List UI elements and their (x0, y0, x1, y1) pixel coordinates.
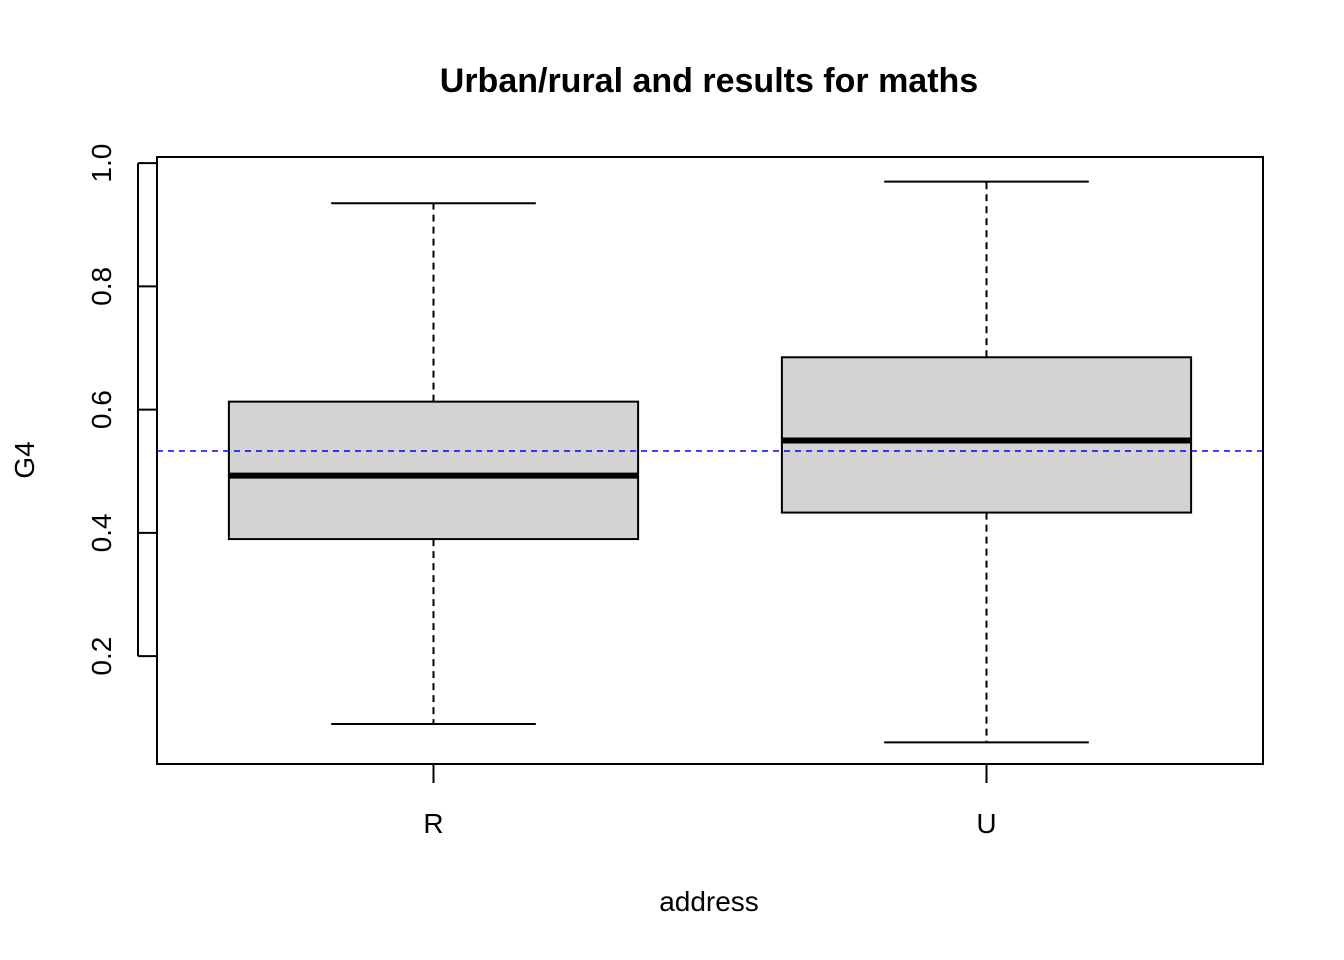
plot-area (157, 180, 1263, 744)
y-tick-label: 0.6 (86, 390, 117, 429)
box-iqr (780, 356, 1193, 514)
box-iqr (227, 400, 640, 541)
chart-title: Urban/rural and results for maths (440, 62, 978, 100)
y-axis-label: G4 (9, 441, 40, 478)
x-tick-label: U (976, 808, 996, 839)
x-tick-label: R (423, 808, 443, 839)
plot-frame (156, 156, 1264, 765)
y-tick-label: 0.8 (86, 267, 117, 306)
y-tick-label: 1.0 (86, 144, 117, 183)
y-tick-label: 0.4 (86, 513, 117, 552)
y-tick-label: 0.2 (86, 637, 117, 676)
y-axis: 0.2 0.4 0.6 0.8 1.0 (86, 144, 157, 676)
box-u (780, 180, 1193, 744)
box-r (227, 202, 640, 725)
x-axis-label: address (659, 886, 759, 917)
